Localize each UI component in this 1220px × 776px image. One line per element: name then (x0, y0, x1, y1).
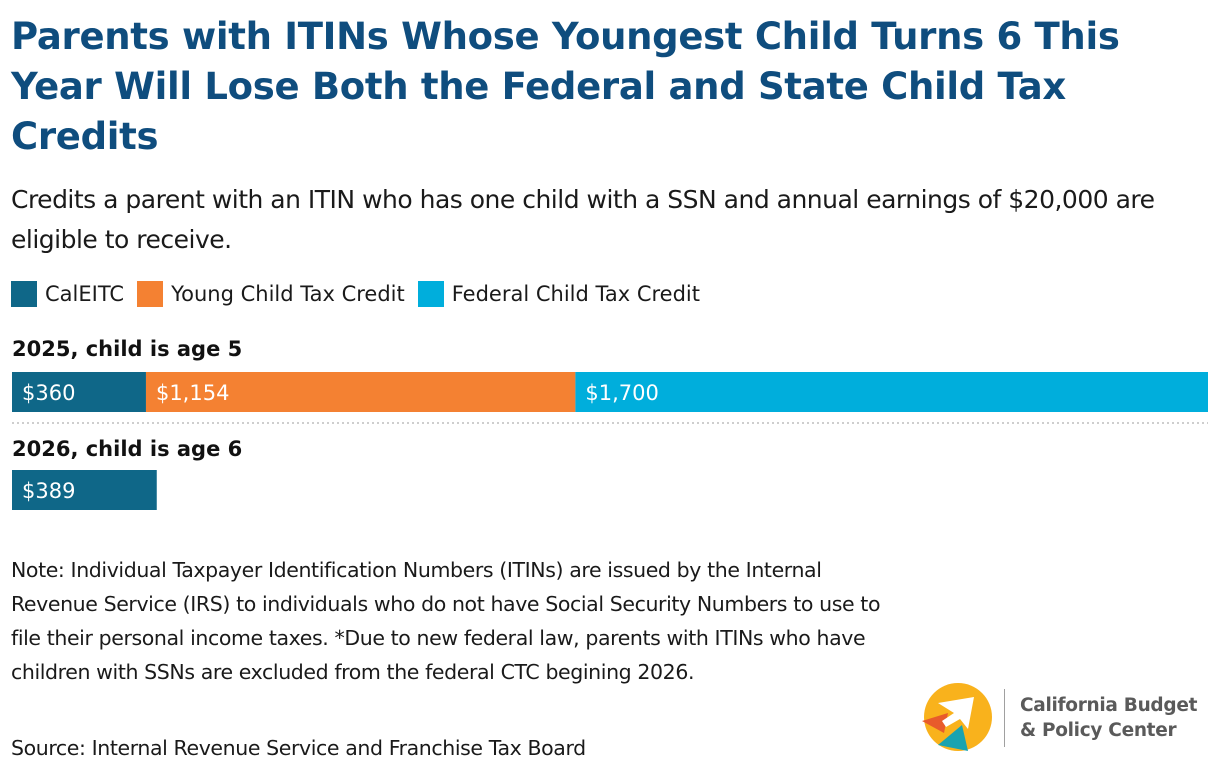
stacked-bar-chart: 2025, child is age 5 $360 $1,154 $1,700 2026… (12, 337, 1208, 510)
bar-segment (145, 372, 576, 412)
legend: CalEITC Young Child Tax Credit Federal Chi… (11, 280, 713, 308)
legend-swatch (11, 281, 37, 307)
category-label: 2026, child is age 6 (12, 437, 242, 461)
legend-item-1: Young Child Tax Credit (137, 281, 405, 307)
legend-swatch (137, 281, 164, 307)
legend-label: Federal Child Tax Credit (451, 282, 700, 306)
category-label: 2025, child is age 5 (12, 337, 242, 361)
note-text: Note: Individual Taxpayer Identification… (11, 558, 881, 684)
chart-title: Parents with ITINs Whose Youngest Child … (11, 15, 1120, 158)
legend-item-0: CalEITC (11, 281, 124, 307)
data-label: $360 (22, 381, 75, 405)
legend-item-2: Federal Child Tax Credit (417, 281, 700, 307)
logo-mark-icon (922, 683, 992, 751)
organization-logo: California Budget & Policy Center (918, 681, 1208, 753)
legend-label: CalEITC (45, 282, 125, 306)
legend-swatch (417, 281, 444, 307)
logo-line-2: & Policy Center (1020, 720, 1177, 741)
source-text: Source: Internal Revenue Service and Fra… (11, 736, 586, 760)
bar-segment (575, 372, 1208, 412)
legend-label: Young Child Tax Credit (171, 282, 405, 306)
data-label: $389 (22, 479, 75, 503)
bar-segment (12, 470, 157, 510)
logo-text: California Budget & Policy Center (1020, 693, 1197, 743)
logo-divider (1004, 689, 1005, 747)
data-label: $1,700 (585, 381, 658, 405)
chart-subtitle: Credits a parent with an ITIN who has on… (11, 185, 1155, 254)
logo-line-1: California Budget (1020, 695, 1198, 716)
bar-segment (12, 372, 146, 412)
data-label: $1,154 (156, 381, 229, 405)
